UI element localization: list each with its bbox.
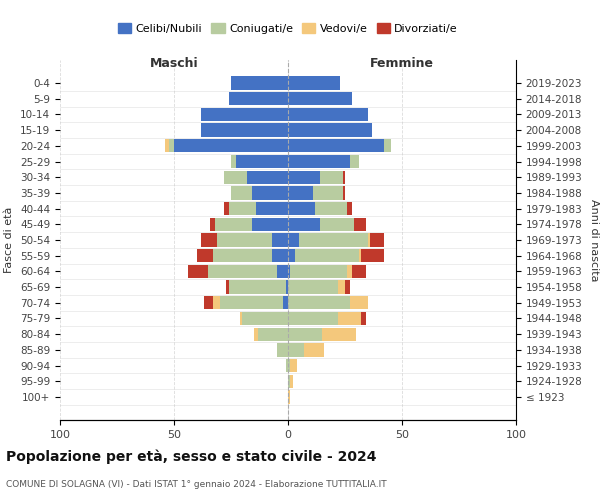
Bar	[226, 280, 229, 294]
Bar	[288, 359, 290, 372]
Bar	[290, 374, 293, 388]
Bar	[259, 328, 288, 341]
Bar	[213, 296, 220, 310]
Bar	[347, 202, 352, 215]
Bar	[288, 249, 295, 262]
Bar	[224, 202, 229, 215]
Bar	[277, 343, 288, 356]
Bar	[345, 280, 350, 294]
Bar	[224, 170, 247, 184]
Bar	[322, 328, 356, 341]
Bar	[304, 343, 325, 356]
Bar	[354, 218, 365, 231]
Bar	[197, 249, 213, 262]
Bar	[251, 186, 288, 200]
Bar	[288, 186, 313, 200]
Legend: Celibi/Nubili, Coniugati/e, Vedovi/e, Divorziati/e: Celibi/Nubili, Coniugati/e, Vedovi/e, Di…	[113, 19, 463, 38]
Bar	[208, 264, 277, 278]
Bar	[272, 249, 288, 262]
Bar	[299, 234, 368, 246]
Bar	[316, 202, 347, 215]
Bar	[288, 312, 338, 325]
Bar	[236, 155, 288, 168]
Bar	[229, 92, 288, 106]
Bar	[343, 186, 345, 200]
Bar	[338, 312, 361, 325]
Bar	[368, 234, 370, 246]
Bar	[288, 296, 350, 310]
Bar	[288, 170, 320, 184]
Bar	[320, 170, 343, 184]
Bar	[217, 234, 272, 246]
Bar	[288, 76, 340, 90]
Bar	[211, 218, 215, 231]
Text: COMUNE DI SOLAGNA (VI) - Dati ISTAT 1° gennaio 2024 - Elaborazione TUTTITALIA.IT: COMUNE DI SOLAGNA (VI) - Dati ISTAT 1° g…	[6, 480, 386, 489]
Bar	[350, 296, 368, 310]
Bar	[202, 108, 288, 121]
Y-axis label: Anni di nascita: Anni di nascita	[589, 198, 599, 281]
Bar	[343, 170, 345, 184]
Bar	[288, 264, 290, 278]
Bar	[313, 186, 343, 200]
Bar	[359, 249, 361, 262]
Bar	[288, 108, 368, 121]
Bar	[286, 280, 288, 294]
Bar	[288, 124, 373, 137]
Bar	[352, 264, 365, 278]
Bar	[295, 249, 359, 262]
Bar	[361, 312, 365, 325]
Bar	[277, 264, 288, 278]
Bar	[240, 312, 242, 325]
Bar	[347, 264, 352, 278]
Bar	[256, 202, 288, 215]
Bar	[213, 249, 272, 262]
Bar	[290, 359, 297, 372]
Bar	[288, 234, 299, 246]
Bar	[350, 155, 359, 168]
Bar	[231, 186, 251, 200]
Text: Maschi: Maschi	[149, 58, 199, 70]
Bar	[288, 343, 304, 356]
Bar	[165, 139, 169, 152]
Bar	[283, 296, 288, 310]
Bar	[288, 390, 290, 404]
Bar	[288, 280, 338, 294]
Bar	[247, 170, 288, 184]
Bar	[174, 139, 288, 152]
Bar	[384, 139, 391, 152]
Bar	[272, 234, 288, 246]
Bar	[320, 218, 354, 231]
Bar	[254, 328, 259, 341]
Bar	[288, 202, 316, 215]
Bar	[338, 280, 345, 294]
Bar	[288, 374, 290, 388]
Text: Popolazione per età, sesso e stato civile - 2024: Popolazione per età, sesso e stato civil…	[6, 450, 377, 464]
Bar	[288, 139, 384, 152]
Bar	[202, 124, 288, 137]
Bar	[288, 92, 352, 106]
Bar	[288, 155, 350, 168]
Bar	[220, 296, 283, 310]
Bar	[169, 139, 174, 152]
Bar	[215, 218, 251, 231]
Bar	[361, 249, 384, 262]
Bar	[288, 218, 320, 231]
Bar	[290, 264, 347, 278]
Text: Femmine: Femmine	[370, 58, 434, 70]
Bar	[288, 328, 322, 341]
Bar	[202, 234, 217, 246]
Bar	[188, 264, 208, 278]
Bar	[229, 202, 256, 215]
Bar	[251, 218, 288, 231]
Bar	[231, 155, 236, 168]
Bar	[203, 296, 213, 310]
Bar	[370, 234, 384, 246]
Y-axis label: Fasce di età: Fasce di età	[4, 207, 14, 273]
Bar	[286, 359, 288, 372]
Bar	[242, 312, 288, 325]
Bar	[231, 76, 288, 90]
Bar	[229, 280, 286, 294]
